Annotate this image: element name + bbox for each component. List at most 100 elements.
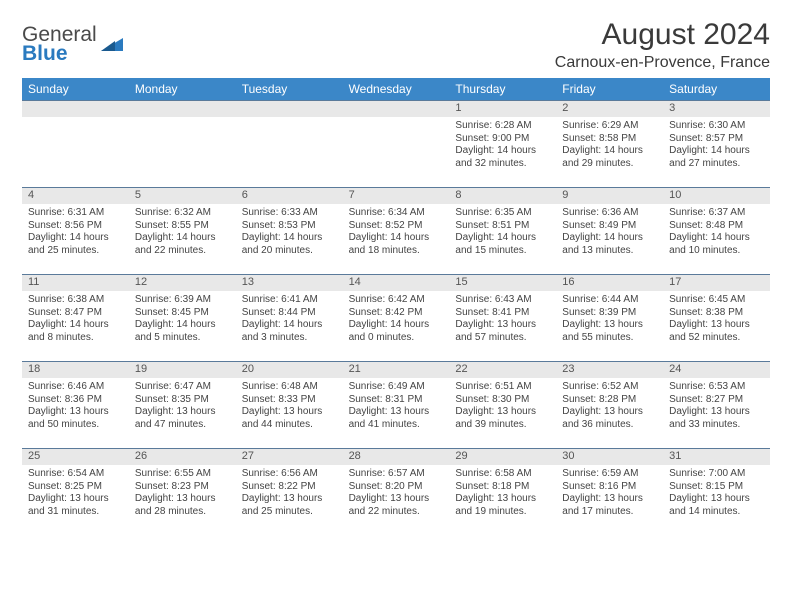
sunrise-text: Sunrise: 6:48 AM	[242, 381, 337, 394]
day-number: 7	[343, 189, 361, 203]
sunset-text: Sunset: 8:15 PM	[669, 481, 764, 494]
daynum-band: 24	[663, 362, 770, 378]
sunset-text: Sunset: 8:41 PM	[455, 307, 550, 320]
day-content: Sunrise: 6:28 AMSunset: 9:00 PMDaylight:…	[449, 117, 556, 176]
day-cell: 11Sunrise: 6:38 AMSunset: 8:47 PMDayligh…	[22, 275, 129, 361]
sunset-text: Sunset: 8:25 PM	[28, 481, 123, 494]
day-content: Sunrise: 6:39 AMSunset: 8:45 PMDaylight:…	[129, 291, 236, 350]
day-content: Sunrise: 6:57 AMSunset: 8:20 PMDaylight:…	[343, 465, 450, 524]
daylight-text: Daylight: 13 hours and 47 minutes.	[135, 406, 230, 431]
daynum-band: 7	[343, 188, 450, 204]
sunrise-text: Sunrise: 6:41 AM	[242, 294, 337, 307]
sunset-text: Sunset: 8:18 PM	[455, 481, 550, 494]
sunrise-text: Sunrise: 6:44 AM	[562, 294, 657, 307]
daylight-text: Daylight: 14 hours and 13 minutes.	[562, 232, 657, 257]
day-cell: 25Sunrise: 6:54 AMSunset: 8:25 PMDayligh…	[22, 449, 129, 535]
day-content: Sunrise: 6:56 AMSunset: 8:22 PMDaylight:…	[236, 465, 343, 524]
day-content: Sunrise: 6:37 AMSunset: 8:48 PMDaylight:…	[663, 204, 770, 263]
day-content: Sunrise: 6:49 AMSunset: 8:31 PMDaylight:…	[343, 378, 450, 437]
location-label: Carnoux-en-Provence, France	[555, 54, 770, 72]
daynum-band: 11	[22, 275, 129, 291]
daynum-band: 23	[556, 362, 663, 378]
sunset-text: Sunset: 8:58 PM	[562, 133, 657, 146]
sunrise-text: Sunrise: 6:56 AM	[242, 468, 337, 481]
day-cell	[129, 101, 236, 187]
sunrise-text: Sunrise: 6:42 AM	[349, 294, 444, 307]
day-number: 8	[449, 189, 467, 203]
day-number: 25	[22, 450, 46, 464]
day-cell: 24Sunrise: 6:53 AMSunset: 8:27 PMDayligh…	[663, 362, 770, 448]
day-number: 19	[129, 363, 153, 377]
day-number: 17	[663, 276, 687, 290]
daylight-text: Daylight: 13 hours and 36 minutes.	[562, 406, 657, 431]
day-cell: 27Sunrise: 6:56 AMSunset: 8:22 PMDayligh…	[236, 449, 343, 535]
daylight-text: Daylight: 13 hours and 52 minutes.	[669, 319, 764, 344]
daynum-band: 4	[22, 188, 129, 204]
logo-bottom: Blue	[22, 43, 97, 64]
daylight-text: Daylight: 14 hours and 20 minutes.	[242, 232, 337, 257]
day-number: 28	[343, 450, 367, 464]
weekday-header-row: SundayMondayTuesdayWednesdayThursdayFrid…	[22, 78, 770, 100]
day-number: 13	[236, 276, 260, 290]
sunrise-text: Sunrise: 7:00 AM	[669, 468, 764, 481]
sunset-text: Sunset: 8:42 PM	[349, 307, 444, 320]
day-content: Sunrise: 6:30 AMSunset: 8:57 PMDaylight:…	[663, 117, 770, 176]
day-cell: 28Sunrise: 6:57 AMSunset: 8:20 PMDayligh…	[343, 449, 450, 535]
daylight-text: Daylight: 14 hours and 32 minutes.	[455, 145, 550, 170]
sunrise-text: Sunrise: 6:39 AM	[135, 294, 230, 307]
daynum-band	[22, 101, 129, 117]
weeks-container: 1Sunrise: 6:28 AMSunset: 9:00 PMDaylight…	[22, 100, 770, 535]
day-cell: 23Sunrise: 6:52 AMSunset: 8:28 PMDayligh…	[556, 362, 663, 448]
calendar-grid: SundayMondayTuesdayWednesdayThursdayFrid…	[22, 78, 770, 535]
sunset-text: Sunset: 8:57 PM	[669, 133, 764, 146]
week-row: 4Sunrise: 6:31 AMSunset: 8:56 PMDaylight…	[22, 187, 770, 274]
daylight-text: Daylight: 14 hours and 25 minutes.	[28, 232, 123, 257]
day-cell	[343, 101, 450, 187]
sunrise-text: Sunrise: 6:34 AM	[349, 207, 444, 220]
day-content: Sunrise: 6:36 AMSunset: 8:49 PMDaylight:…	[556, 204, 663, 263]
flag-icon	[101, 36, 123, 54]
daynum-band: 6	[236, 188, 343, 204]
day-cell: 6Sunrise: 6:33 AMSunset: 8:53 PMDaylight…	[236, 188, 343, 274]
day-cell: 31Sunrise: 7:00 AMSunset: 8:15 PMDayligh…	[663, 449, 770, 535]
sunset-text: Sunset: 8:45 PM	[135, 307, 230, 320]
weekday-header: Sunday	[22, 78, 129, 100]
daynum-band: 16	[556, 275, 663, 291]
weekday-header: Friday	[556, 78, 663, 100]
daynum-band: 3	[663, 101, 770, 117]
sunset-text: Sunset: 8:52 PM	[349, 220, 444, 233]
daynum-band: 9	[556, 188, 663, 204]
daylight-text: Daylight: 14 hours and 22 minutes.	[135, 232, 230, 257]
sunrise-text: Sunrise: 6:31 AM	[28, 207, 123, 220]
day-cell	[22, 101, 129, 187]
sunrise-text: Sunrise: 6:37 AM	[669, 207, 764, 220]
sunset-text: Sunset: 8:56 PM	[28, 220, 123, 233]
page-header: General Blue August 2024 Carnoux-en-Prov…	[22, 18, 770, 72]
day-number: 29	[449, 450, 473, 464]
day-cell: 9Sunrise: 6:36 AMSunset: 8:49 PMDaylight…	[556, 188, 663, 274]
week-row: 18Sunrise: 6:46 AMSunset: 8:36 PMDayligh…	[22, 361, 770, 448]
day-content: Sunrise: 6:31 AMSunset: 8:56 PMDaylight:…	[22, 204, 129, 263]
day-number: 26	[129, 450, 153, 464]
daynum-band: 22	[449, 362, 556, 378]
day-content: Sunrise: 6:29 AMSunset: 8:58 PMDaylight:…	[556, 117, 663, 176]
daylight-text: Daylight: 13 hours and 41 minutes.	[349, 406, 444, 431]
sunrise-text: Sunrise: 6:52 AM	[562, 381, 657, 394]
daynum-band: 13	[236, 275, 343, 291]
daynum-band: 17	[663, 275, 770, 291]
day-number: 24	[663, 363, 687, 377]
day-number: 6	[236, 189, 254, 203]
sunset-text: Sunset: 9:00 PM	[455, 133, 550, 146]
sunrise-text: Sunrise: 6:53 AM	[669, 381, 764, 394]
daynum-band	[343, 101, 450, 117]
sunrise-text: Sunrise: 6:57 AM	[349, 468, 444, 481]
day-content: Sunrise: 6:46 AMSunset: 8:36 PMDaylight:…	[22, 378, 129, 437]
sunset-text: Sunset: 8:27 PM	[669, 394, 764, 407]
day-cell: 3Sunrise: 6:30 AMSunset: 8:57 PMDaylight…	[663, 101, 770, 187]
day-content: Sunrise: 6:41 AMSunset: 8:44 PMDaylight:…	[236, 291, 343, 350]
day-cell: 12Sunrise: 6:39 AMSunset: 8:45 PMDayligh…	[129, 275, 236, 361]
sunrise-text: Sunrise: 6:45 AM	[669, 294, 764, 307]
day-cell: 2Sunrise: 6:29 AMSunset: 8:58 PMDaylight…	[556, 101, 663, 187]
sunset-text: Sunset: 8:38 PM	[669, 307, 764, 320]
daynum-band: 18	[22, 362, 129, 378]
